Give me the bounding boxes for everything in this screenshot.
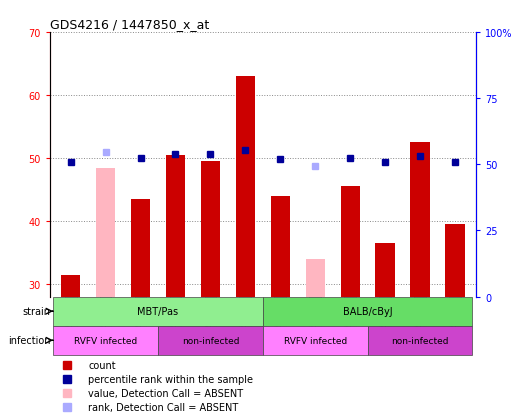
Text: BALB/cByJ: BALB/cByJ <box>343 306 392 316</box>
Bar <box>263 297 472 326</box>
Text: RVFV infected: RVFV infected <box>283 336 347 345</box>
Bar <box>305 259 325 297</box>
Text: count: count <box>88 361 116 370</box>
Text: strain: strain <box>22 306 50 316</box>
Text: rank, Detection Call = ABSENT: rank, Detection Call = ABSENT <box>88 402 238 412</box>
Bar <box>236 77 255 297</box>
Bar <box>96 168 115 297</box>
Text: non-infected: non-infected <box>181 336 239 345</box>
Bar <box>340 187 360 297</box>
Text: value, Detection Call = ABSENT: value, Detection Call = ABSENT <box>88 388 243 398</box>
Text: non-infected: non-infected <box>391 336 449 345</box>
Text: MBT/Pas: MBT/Pas <box>138 306 178 316</box>
Text: percentile rank within the sample: percentile rank within the sample <box>88 374 253 385</box>
Bar <box>158 326 263 355</box>
Bar <box>201 162 220 297</box>
Bar <box>446 225 464 297</box>
Bar <box>166 156 185 297</box>
Bar <box>411 143 429 297</box>
Bar <box>368 326 472 355</box>
Text: GDS4216 / 1447850_x_at: GDS4216 / 1447850_x_at <box>50 17 209 31</box>
Bar <box>376 244 395 297</box>
Text: infection: infection <box>8 335 50 345</box>
Bar <box>271 197 290 297</box>
Bar <box>53 297 263 326</box>
Text: RVFV infected: RVFV infected <box>74 336 137 345</box>
Bar <box>53 326 158 355</box>
Bar <box>131 199 150 297</box>
Bar <box>263 326 368 355</box>
Bar <box>61 275 80 297</box>
